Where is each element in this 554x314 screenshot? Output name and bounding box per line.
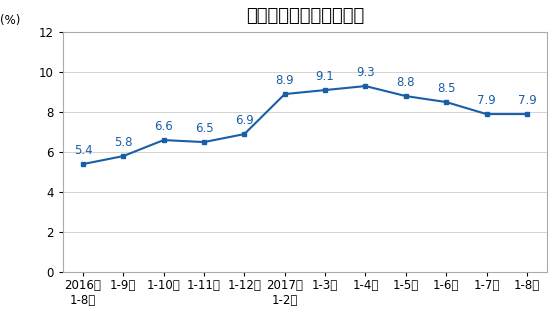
Text: 6.9: 6.9 — [235, 114, 254, 127]
Text: 9.1: 9.1 — [316, 70, 335, 83]
Title: 全国房地产开发投资增速: 全国房地产开发投资增速 — [246, 7, 364, 25]
Text: (%): (%) — [0, 14, 20, 27]
Text: 6.6: 6.6 — [154, 120, 173, 133]
Text: 6.5: 6.5 — [194, 122, 213, 135]
Text: 5.4: 5.4 — [74, 144, 93, 157]
Text: 8.9: 8.9 — [275, 74, 294, 87]
Text: 7.9: 7.9 — [517, 94, 536, 107]
Text: 5.8: 5.8 — [114, 136, 132, 149]
Text: 8.8: 8.8 — [397, 76, 415, 89]
Text: 8.5: 8.5 — [437, 82, 455, 95]
Text: 9.3: 9.3 — [356, 66, 375, 79]
Text: 7.9: 7.9 — [477, 94, 496, 107]
